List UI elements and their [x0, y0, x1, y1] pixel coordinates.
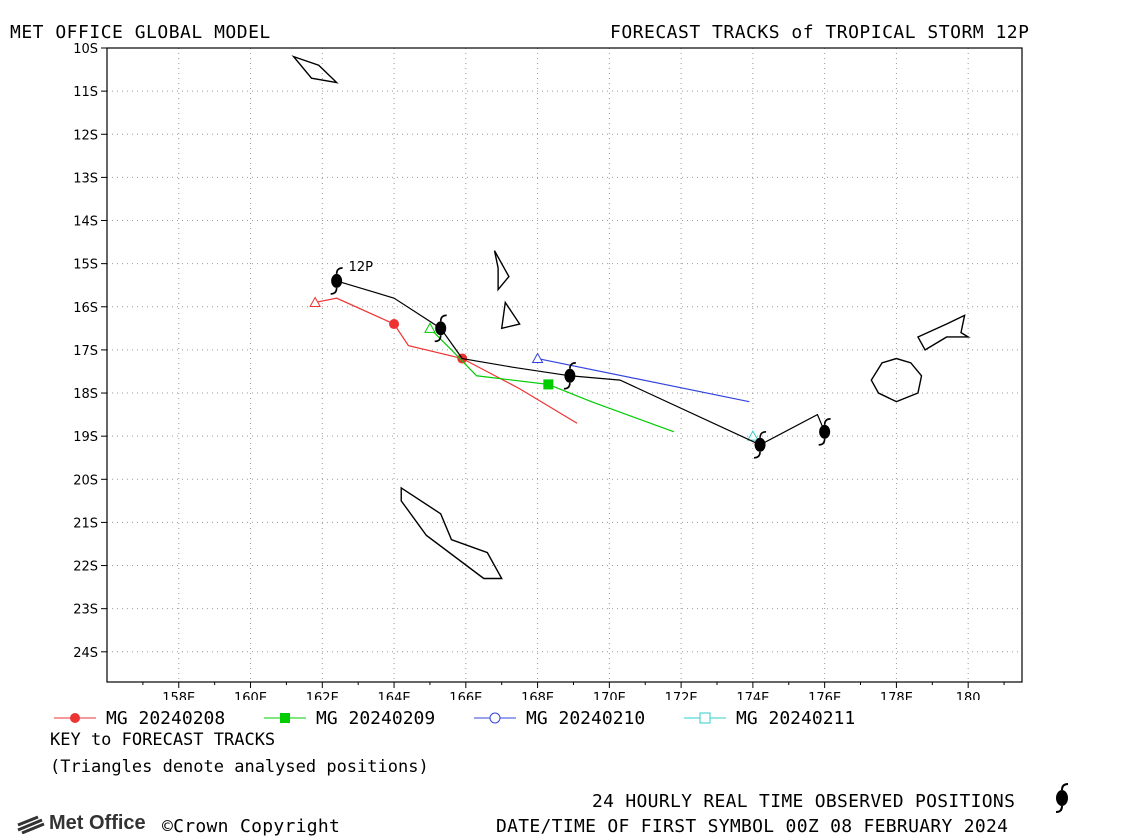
legend-label: MG 20240208	[106, 707, 226, 729]
observed-storm-symbol	[563, 361, 576, 390]
tracks: 12P	[309, 260, 831, 459]
x-tick-label: 162E	[306, 691, 339, 700]
storm-symbol-core	[819, 424, 831, 439]
y-tick-label: 23S	[73, 603, 98, 618]
y-tick-label: 22S	[73, 560, 98, 575]
island-outline	[916, 314, 971, 351]
analysed-position-triangle	[531, 352, 544, 364]
analysed-position-triangle	[747, 430, 759, 441]
plot-frame	[106, 47, 1023, 683]
y-tick-label: 21S	[73, 516, 98, 531]
y-tick-label: 24S	[73, 646, 98, 661]
island-outline	[870, 357, 923, 403]
y-tick-label: 17S	[73, 344, 98, 359]
storm-symbol-arm	[434, 335, 442, 343]
logo-text: Met Office	[49, 812, 146, 834]
forecast-track-line	[429, 327, 675, 433]
x-tick-label: 178E	[880, 691, 913, 700]
x-tick-label: 174E	[736, 691, 769, 700]
track-chart: 12P 158E 160E 162E 164E 166E 168E 170E 172E 174E…	[73, 42, 1023, 700]
x-tick-label: 170E	[593, 691, 626, 700]
legend-label: MG 20240211	[736, 707, 856, 729]
x-tick-label: 180	[956, 691, 981, 700]
storm-symbol-icon	[1055, 783, 1069, 813]
y-tick-label: 15S	[73, 258, 98, 273]
storm-symbol-arm	[823, 418, 831, 425]
forecast-track-line	[537, 357, 750, 403]
datetime-label: DATE/TIME OF FIRST SYMBOL 00Z 08 FEBRUAR…	[496, 816, 1009, 837]
storm-symbol-arm	[569, 361, 576, 369]
met-office-logo: Met Office	[16, 812, 146, 835]
legend-item-20240211: MG 20240211	[682, 707, 856, 729]
observed-storm-symbol	[434, 314, 447, 343]
storm-symbol-core	[435, 321, 447, 336]
observed-track-line	[336, 280, 826, 446]
legend-item-20240208: MG 20240208	[52, 707, 226, 729]
storm-symbol-arm	[330, 287, 338, 295]
met-office-logo-icon	[17, 815, 45, 834]
legend-swatch	[54, 713, 96, 723]
storm-symbol-arm	[439, 314, 447, 322]
x-tick-label: 168E	[521, 691, 554, 700]
forecast-point	[389, 319, 400, 330]
analysed-position-triangle	[309, 296, 321, 307]
y-tick-label: 11S	[73, 85, 98, 100]
storm-symbol-arm	[759, 430, 767, 438]
storm-symbol-arm	[563, 382, 571, 390]
x-tick-label: 166E	[449, 691, 482, 700]
island-outline	[500, 300, 521, 330]
x-tick-label: 164E	[378, 691, 411, 700]
y-tick-label: 12S	[73, 128, 98, 143]
legend-swatch	[684, 712, 726, 724]
observed-positions-label: 24 HOURLY REAL TIME OBSERVED POSITIONS	[592, 791, 1016, 812]
legend-label: MG 20240209	[316, 707, 436, 729]
chart-header-left: MET OFFICE GLOBAL MODEL	[10, 22, 271, 43]
axes: 158E 160E 162E 164E 166E 168E 170E 172E 174E 176E…	[73, 42, 1023, 700]
y-tick-label: 18S	[73, 387, 98, 402]
storm-label: 12P	[349, 260, 374, 275]
legend-item-20240210: MG 20240210	[472, 707, 646, 729]
y-tick-label: 20S	[73, 473, 98, 488]
islands	[291, 55, 971, 580]
storm-symbol-core	[331, 273, 343, 288]
y-tick-label: 19S	[73, 430, 98, 445]
storm-symbol-arm	[335, 267, 343, 274]
x-tick-label: 176E	[808, 691, 841, 700]
x-tick-label: 160E	[234, 691, 267, 700]
x-tick-label: 158E	[162, 691, 195, 700]
copyright-label: ©Crown Copyright	[162, 816, 341, 837]
legend-swatch	[474, 712, 516, 724]
storm-symbol-arm	[754, 451, 761, 459]
forecast-track-line	[314, 297, 578, 424]
observed-storm-symbol	[818, 418, 831, 446]
y-tick-label: 13S	[73, 171, 98, 186]
legend-label: MG 20240210	[526, 707, 646, 729]
analysed-position-triangle	[424, 322, 436, 333]
key-title: KEY to FORECAST TRACKS	[50, 730, 276, 750]
legend-swatch	[264, 713, 306, 723]
y-tick-label: 14S	[73, 215, 98, 230]
island-outline	[400, 486, 503, 580]
key-note: (Triangles denote analysed positions)	[50, 757, 429, 777]
island-outline	[291, 55, 339, 84]
observed-storm-symbol	[754, 430, 767, 459]
forecast-point	[543, 379, 554, 390]
grid	[107, 47, 1022, 682]
island-outline	[493, 250, 510, 292]
storm-symbol-core	[754, 437, 766, 452]
x-tick-label: 172E	[665, 691, 698, 700]
y-tick-label: 16S	[73, 301, 98, 316]
y-tick-label: 10S	[73, 42, 98, 57]
chart-title: FORECAST TRACKS of TROPICAL STORM 12P	[610, 22, 1030, 43]
observed-storm-symbol	[330, 267, 343, 295]
storm-symbol-arm	[818, 438, 826, 446]
legend-item-20240209: MG 20240209	[262, 707, 436, 729]
storm-symbol-core	[564, 368, 576, 383]
